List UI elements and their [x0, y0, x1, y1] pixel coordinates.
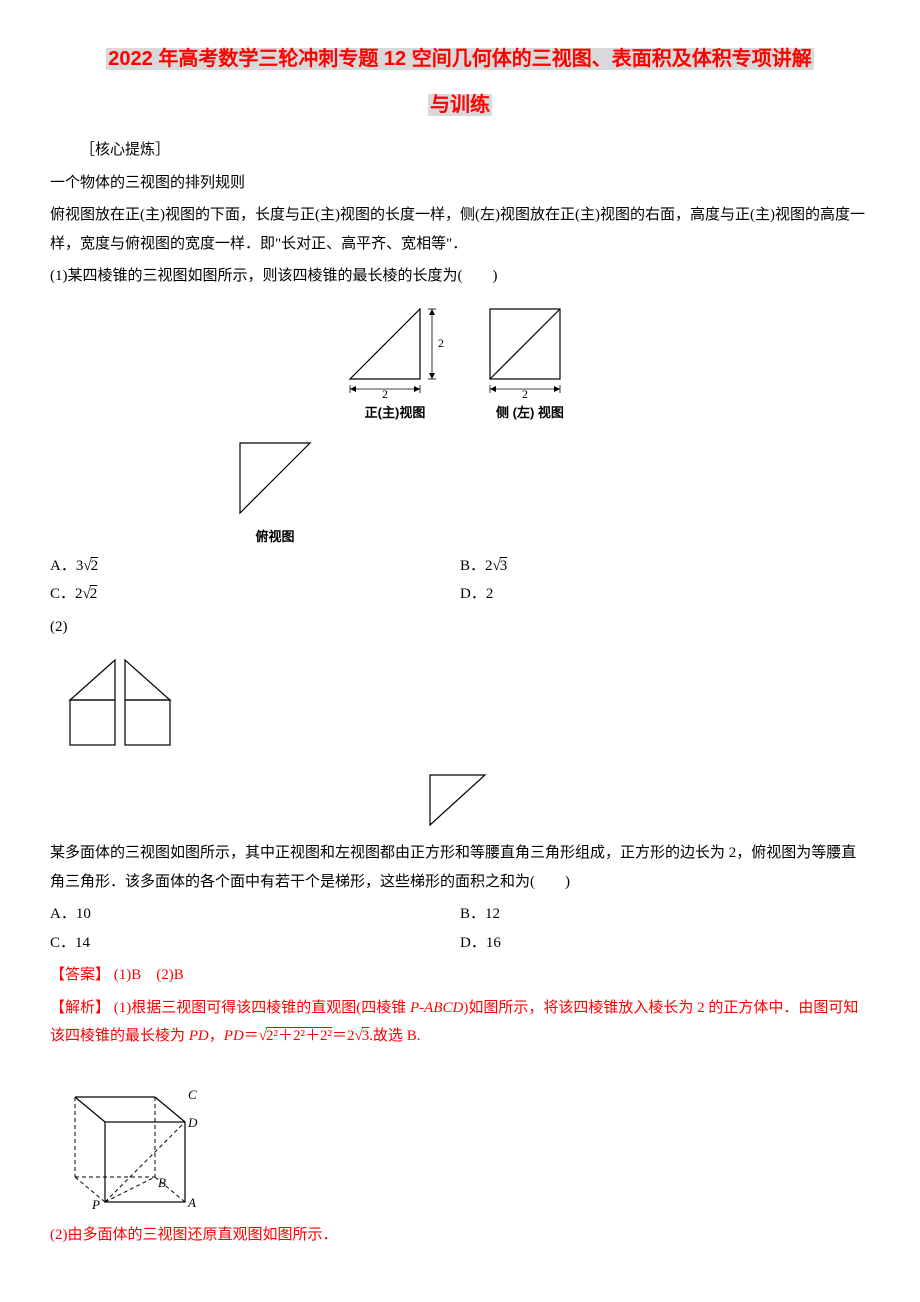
q2-options: A．10 B．12 C．14 D．16: [50, 900, 870, 957]
q2-figure: [50, 645, 870, 835]
answer-line: 【答案】 (1)B (2)B: [50, 961, 870, 990]
svg-text:B: B: [158, 1175, 166, 1190]
answer-label: 【答案】: [50, 966, 110, 983]
doc-title-line2: 与训练: [50, 86, 870, 124]
side-view: 2 侧 (左) 视图: [480, 299, 580, 426]
q1-opt-d: D．2: [460, 580, 870, 609]
top-view: 俯视图: [230, 433, 320, 550]
svg-text:C: C: [188, 1087, 197, 1102]
q1-options: A．32 B．23 C．22 D．2: [50, 552, 870, 609]
svg-text:P: P: [91, 1197, 100, 1212]
solution-label: 【解析】: [50, 999, 110, 1016]
doc-title-line1: 2022 年高考数学三轮冲刺专题 12 空间几何体的三视图、表面积及体积专项讲解: [50, 40, 870, 78]
q1-opt-b: B．23: [460, 552, 870, 581]
top-caption: 俯视图: [230, 525, 320, 550]
q1-stem: (1)某四棱锥的三视图如图所示，则该四棱锥的最长棱的长度为( ): [50, 262, 870, 291]
q2-opt-a: A．10: [50, 900, 460, 929]
answer-text: (1)B (2)B: [110, 967, 184, 983]
solution-2: (2)由多面体的三视图还原直观图如图所示．: [50, 1221, 870, 1250]
svg-text:A: A: [187, 1195, 196, 1210]
q1-figure-block: 2 2 正(主)视图 2 侧 (左): [50, 299, 870, 550]
q1-opt-c: C．22: [50, 580, 460, 609]
rule-heading: 一个物体的三视图的排列规则: [50, 169, 870, 198]
rule-body: 俯视图放在正(主)视图的下面，长度与正(主)视图的长度一样，侧(左)视图放在正(…: [50, 201, 870, 258]
cube-figure: C D A B P: [50, 1057, 870, 1217]
q1-opt-a: A．32: [50, 552, 460, 581]
title-text-2: 与训练: [428, 94, 492, 116]
dim-h: 2: [438, 336, 444, 350]
title-text-1: 2022 年高考数学三轮冲刺专题 12 空间几何体的三视图、表面积及体积专项讲解: [106, 48, 813, 70]
q2-opt-b: B．12: [460, 900, 870, 929]
solution-1: 【解析】 (1)根据三视图可得该四棱锥的直观图(四棱锥 P-ABCD)如图所示，…: [50, 994, 870, 1051]
q2-stem: 某多面体的三视图如图所示，其中正视图和左视图都由正方形和等腰直角三角形组成，正方…: [50, 839, 870, 896]
dim-w: 2: [382, 387, 388, 399]
svg-text:D: D: [187, 1115, 198, 1130]
core-label: ［核心提炼］: [50, 136, 870, 165]
svg-text:2: 2: [522, 387, 528, 399]
q2-opt-d: D．16: [460, 929, 870, 958]
front-caption: 正(主)视图: [340, 401, 450, 426]
q2-label: (2): [50, 613, 870, 642]
front-view: 2 2 正(主)视图: [340, 299, 450, 426]
q2-opt-c: C．14: [50, 929, 460, 958]
side-caption: 侧 (左) 视图: [480, 401, 580, 426]
